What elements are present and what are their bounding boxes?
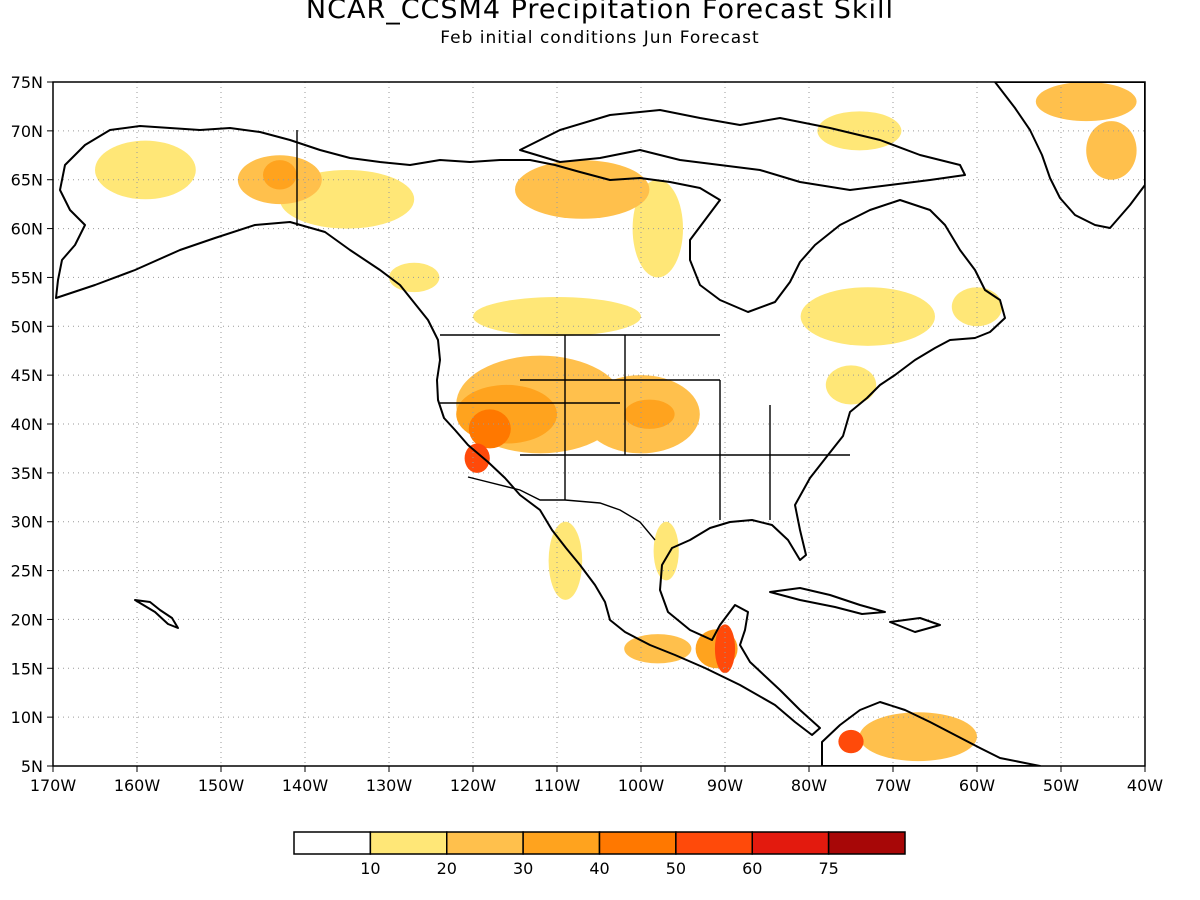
skill-region: [548, 521, 583, 600]
skill-region: [632, 179, 683, 278]
lat-tick-label: 20N: [11, 610, 43, 629]
lon-tick-label: 40W: [1127, 776, 1163, 795]
lat-tick-label: 35N: [11, 464, 43, 483]
map-subtitle: Feb initial conditions Jun Forecast: [440, 28, 760, 48]
skill-region: [714, 624, 736, 674]
skill-region: [624, 399, 675, 429]
lat-tick-label: 55N: [11, 268, 43, 287]
skill-region: [951, 287, 1003, 327]
lat-tick-label: 25N: [11, 562, 43, 581]
us-mexico-border: [467, 476, 656, 541]
lat-tick-label: 40N: [11, 415, 43, 434]
graticule: [53, 82, 1145, 766]
lat-tick-label: 10N: [11, 708, 43, 727]
lat-tick-label: 30N: [11, 513, 43, 532]
skill-region: [94, 140, 196, 200]
south-america-coastline: [821, 701, 1041, 766]
lat-tick-label: 60N: [11, 220, 43, 239]
lon-tick-label: 50W: [1043, 776, 1079, 795]
skill-region: [515, 160, 650, 219]
colorbar-swatch: [522, 831, 601, 855]
coastlines: [55, 82, 1145, 766]
skill-region: [389, 262, 440, 293]
map-title: NCAR_CCSM4 Precipitation Forecast Skill: [305, 0, 895, 25]
colorbar-label: 75: [818, 859, 838, 878]
colorbar-label: 10: [360, 859, 380, 878]
arctic-islands-coastline: [519, 109, 966, 191]
lat-tick-label: 70N: [11, 122, 43, 141]
lon-tick-label: 70W: [875, 776, 911, 795]
skill-region: [1035, 82, 1137, 122]
skill-region: [464, 443, 490, 473]
lon-tick-label: 140W: [282, 776, 329, 795]
lon-tick-label: 170W: [30, 776, 77, 795]
lon-tick-label: 120W: [450, 776, 497, 795]
lat-tick-label: 5N: [21, 757, 43, 776]
lat-tick-label: 50N: [11, 317, 43, 336]
lat-tick-label: 65N: [11, 171, 43, 190]
colorbar-label: 20: [437, 859, 457, 878]
lon-tick-label: 60W: [959, 776, 995, 795]
skill-region: [263, 160, 297, 190]
colorbar-swatch: [598, 831, 677, 855]
lon-tick-label: 160W: [114, 776, 161, 795]
lon-tick-label: 100W: [618, 776, 665, 795]
lat-tick-label: 75N: [11, 73, 43, 92]
colorbar-swatch: [675, 831, 753, 855]
skill-region: [653, 521, 679, 581]
colorbar-swatch: [827, 831, 906, 855]
greenland-coastline: [994, 82, 1145, 229]
colorbar-swatch: [369, 831, 448, 855]
hawaii-coastline: [134, 599, 179, 629]
lon-tick-label: 80W: [791, 776, 827, 795]
skill-region: [838, 729, 864, 754]
lon-tick-label: 150W: [198, 776, 245, 795]
skill-region: [859, 712, 977, 762]
colorbar-label: 40: [589, 859, 609, 878]
cuba-coastline: [769, 587, 886, 615]
skill-region: [800, 287, 935, 346]
colorbar-label: 60: [742, 859, 762, 878]
axis-ticks: 75N 70N 65N 60N 55N 50N 45N 40N 35N 30N 25N 20N 15N 1…: [11, 73, 1164, 795]
lon-tick-label: 90W: [707, 776, 743, 795]
skill-region: [825, 365, 877, 405]
north-america-coastline: [55, 125, 1006, 736]
hispaniola-coastline: [889, 617, 941, 633]
colorbar-label: 30: [513, 859, 533, 878]
colorbar-swatch: [751, 831, 830, 855]
skill-field: [94, 82, 1137, 762]
colorbar-swatch: [293, 831, 372, 855]
skill-region: [1086, 121, 1137, 180]
colorbar-swatch: [446, 831, 524, 855]
lon-tick-label: 110W: [534, 776, 581, 795]
lon-tick-label: 130W: [366, 776, 413, 795]
colorbar: 10 20 30 40 50 60 75: [293, 831, 906, 878]
colorbar-label: 50: [666, 859, 686, 878]
skill-region: [468, 409, 511, 449]
political-borders: [296, 130, 850, 541]
lat-tick-label: 45N: [11, 366, 43, 385]
lat-tick-label: 15N: [11, 659, 43, 678]
